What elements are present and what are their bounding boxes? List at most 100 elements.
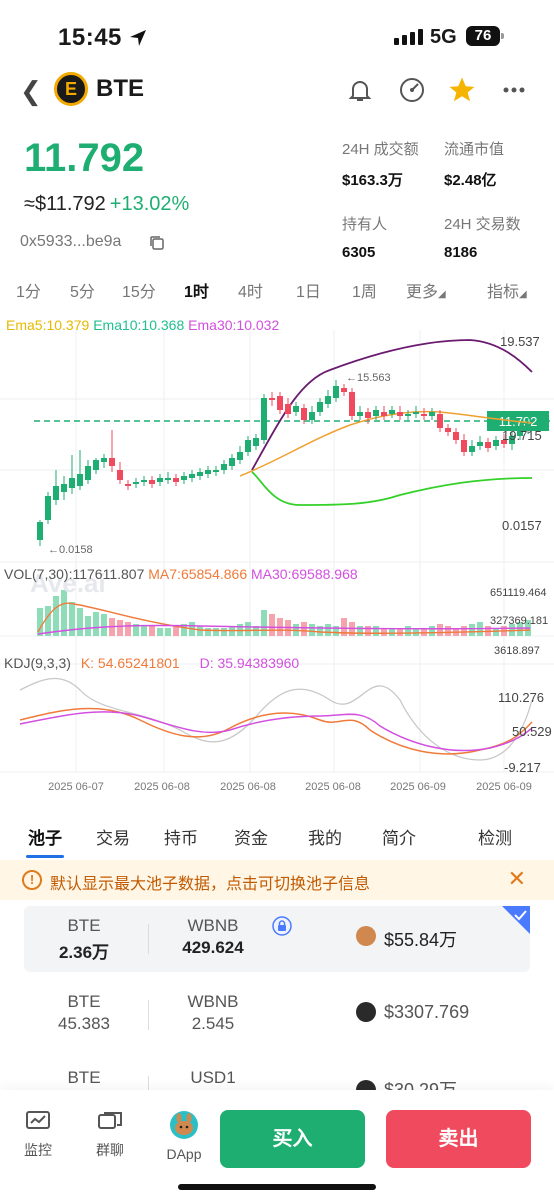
volume-bar: [93, 612, 99, 636]
candle-body: [485, 442, 491, 448]
candle-body: [61, 484, 67, 492]
tab-trades[interactable]: 交易: [96, 829, 130, 848]
volume-bar: [493, 628, 499, 636]
timeframe-tabs: 1分 5分 15分 1时 4时 1日 1周 更多◢ 指标◢: [0, 278, 554, 301]
candlesticks: [37, 380, 531, 546]
price-chart[interactable]: 11.792 19.537 19.715 0.0157 ←15.563 ←0.0…: [0, 310, 554, 800]
candle-body: [37, 522, 43, 540]
tab-check[interactable]: 检测: [478, 829, 512, 848]
candle-body: [77, 474, 83, 486]
volume-bar: [445, 626, 451, 636]
volume-bar: [301, 622, 307, 636]
lock-icon: [272, 916, 292, 936]
candle-body: [445, 428, 451, 432]
signal-icon: [394, 29, 423, 45]
volume-bar: [261, 610, 267, 636]
volume-bar: [101, 614, 107, 636]
vol-tick-2: 327369.181: [490, 615, 548, 627]
sell-button[interactable]: 卖出: [386, 1110, 531, 1168]
section-tabs: 池子 交易 持币 资金 我的 简介 检测: [0, 820, 554, 860]
candle-body: [477, 442, 483, 446]
back-icon[interactable]: ❮: [20, 76, 42, 106]
tab-1m[interactable]: 1分: [16, 284, 41, 301]
tab-4h[interactable]: 4时: [238, 284, 263, 301]
tab-1d[interactable]: 1日: [296, 284, 321, 301]
tab-funds[interactable]: 资金: [234, 829, 268, 848]
candle-body: [501, 440, 507, 444]
candle-body: [373, 410, 379, 416]
candle-body: [109, 458, 115, 466]
tab-15m[interactable]: 15分: [122, 284, 156, 301]
tab-pools[interactable]: 池子: [28, 829, 62, 848]
candle-body: [133, 482, 139, 484]
volume-bar: [341, 618, 347, 636]
pool-row[interactable]: BTE USD1 $30.29万: [24, 1058, 530, 1090]
tab-1h[interactable]: 1时: [184, 284, 209, 301]
nav-dapp[interactable]: DApp: [154, 1110, 214, 1162]
volume-bar: [469, 624, 475, 636]
candle-body: [237, 452, 243, 460]
network-type: 5G: [430, 26, 457, 48]
tab-indicators[interactable]: 指标◢: [487, 284, 527, 301]
pool-notice[interactable]: ! 默认显示最大池子数据，点击可切换池子信息 ✕: [0, 860, 554, 900]
tab-mine[interactable]: 我的: [308, 829, 342, 848]
bell-icon[interactable]: [344, 74, 376, 106]
nav-group-chat[interactable]: 群聊: [80, 1110, 140, 1160]
buy-button[interactable]: 买入: [220, 1110, 365, 1168]
volume-bar: [53, 596, 59, 636]
candle-body: [285, 404, 291, 414]
pancakeswap-v3-icon: [356, 1080, 376, 1090]
candle-body: [141, 480, 147, 482]
nav-monitor[interactable]: 监控: [8, 1110, 68, 1160]
location-arrow-icon: [130, 30, 146, 46]
high-marker: ←15.563: [346, 372, 391, 384]
volume-bar: [213, 628, 219, 636]
volume-bar: [437, 624, 443, 636]
tab-holders[interactable]: 持币: [164, 829, 198, 848]
candle-body: [389, 410, 395, 414]
candle-body: [277, 396, 283, 410]
usd-price: ≈$11.792 +13.02%: [24, 193, 189, 216]
close-icon[interactable]: ✕: [507, 866, 526, 891]
candle-body: [365, 412, 371, 418]
volume-bar: [317, 626, 323, 636]
volume-bar: [429, 626, 435, 636]
pancakeswap-v3-icon: [356, 1002, 376, 1022]
home-indicator: [178, 1184, 376, 1190]
y-high-label: 19.537: [500, 334, 540, 349]
date-label: 2025 06-08: [220, 781, 276, 793]
tab-5m[interactable]: 5分: [70, 284, 95, 301]
tab-more[interactable]: 更多◢: [406, 284, 446, 301]
pool-row[interactable]: BTE 45.383 WBNB 2.545 $3307.769: [58, 992, 470, 1033]
chat-icon: [98, 1112, 122, 1129]
tab-1w[interactable]: 1周: [352, 284, 377, 301]
volume-bar: [397, 628, 403, 636]
usd-value: ≈$11.792: [24, 193, 106, 215]
star-icon[interactable]: [446, 74, 478, 106]
battery-icon: 76: [466, 26, 504, 46]
volume-bar: [117, 620, 123, 636]
candle-body: [101, 458, 107, 462]
volume-bar: [149, 626, 155, 636]
candle-body: [157, 478, 163, 482]
volume-bar: [37, 608, 43, 636]
gauge-icon[interactable]: [396, 74, 428, 106]
date-label: 2025 06-09: [390, 781, 446, 793]
candle-body: [69, 478, 75, 488]
date-label: 2025 06-09: [476, 781, 532, 793]
copy-icon[interactable]: [149, 235, 165, 251]
contract-address[interactable]: 0x5933...be9a: [20, 233, 122, 250]
date-label: 2025 06-08: [305, 781, 361, 793]
pool-row[interactable]: BTE 2.36万 WBNB 429.624 $55.84万: [24, 906, 530, 972]
current-price: 11.792: [24, 136, 145, 180]
candle-body: [45, 496, 51, 520]
more-icon[interactable]: [498, 74, 530, 106]
tab-intro[interactable]: 简介: [382, 829, 416, 848]
date-label: 2025 06-07: [48, 781, 104, 793]
volume-bar: [373, 626, 379, 636]
vol-tick-1: 651119.464: [490, 587, 546, 599]
candle-body: [149, 480, 155, 484]
candle-body: [253, 438, 259, 446]
volume-bar: [141, 626, 147, 636]
volume-bar: [517, 622, 523, 636]
